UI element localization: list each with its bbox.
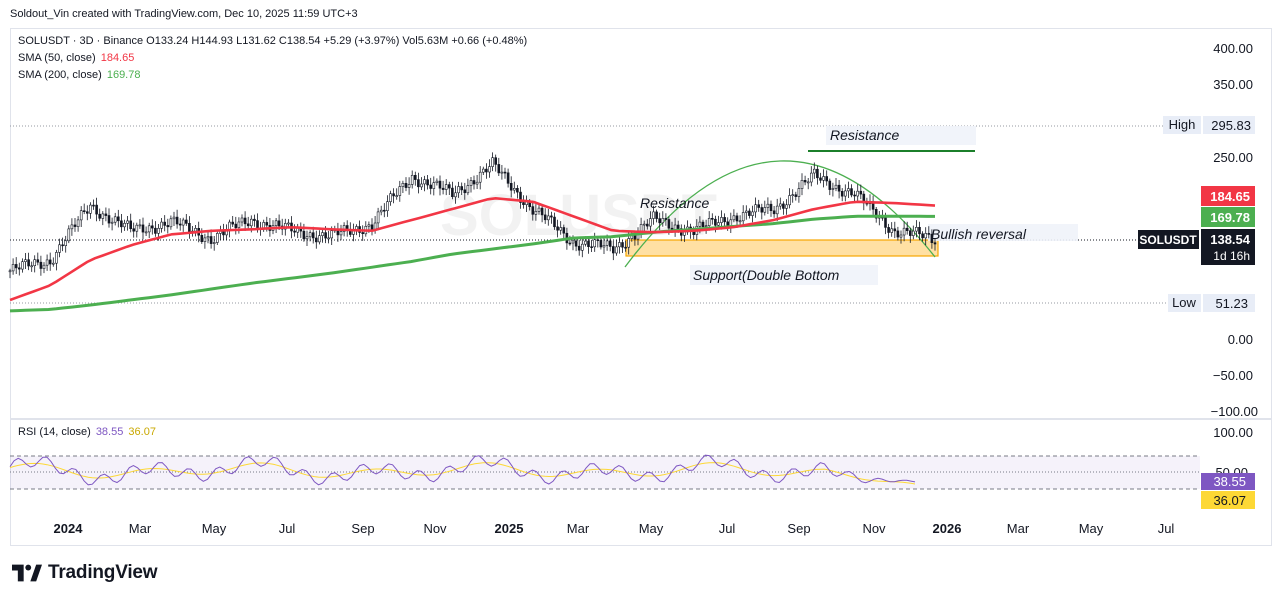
legend-rsi-ma-value: 36.07 [128, 426, 156, 438]
legend-rsi-label: RSI (14, close) [18, 426, 91, 438]
attribution: Soldout_Vin created with TradingView.com… [10, 8, 358, 20]
legend-sma200-label: SMA (200, close) [18, 69, 102, 81]
legend-rsi-value: 38.55 [95, 426, 124, 438]
legend-rsi: RSI (14, close) 38.55 36.07 [18, 426, 156, 438]
legend-sma200: SMA (200, close) 169.78 [18, 69, 140, 81]
legend-sma50-label: SMA (50, close) [18, 52, 96, 64]
legend-symbol-line: SOLUSDT · 3D · Binance O133.24 H144.93 L… [18, 35, 528, 47]
tradingview-logo[interactable]: TradingView [12, 562, 158, 584]
legend-sma200-value: 169.78 [106, 69, 141, 81]
legend-sma50-value: 184.65 [100, 52, 135, 64]
tradingview-brand: TradingView [48, 562, 158, 583]
chart-frame[interactable] [10, 28, 1272, 546]
tradingview-logo-icon [12, 564, 42, 582]
legend-sma50: SMA (50, close) 184.65 [18, 52, 134, 64]
